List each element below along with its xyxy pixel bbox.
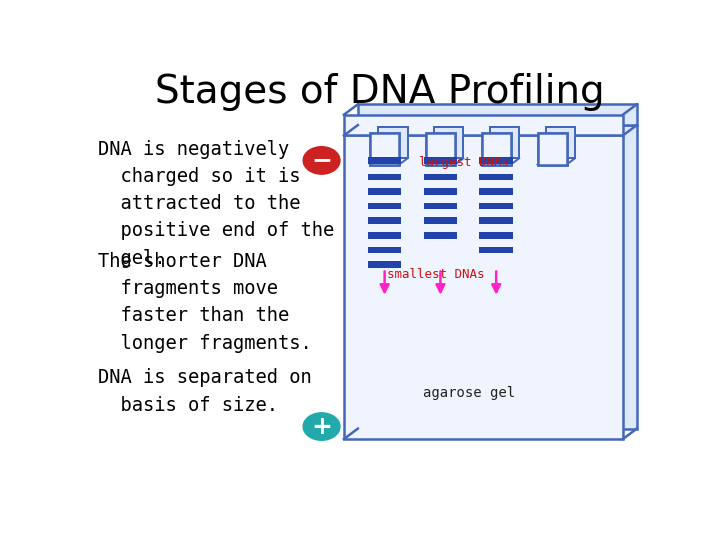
FancyBboxPatch shape <box>368 203 401 210</box>
FancyBboxPatch shape <box>358 125 637 429</box>
Bar <box>490 127 519 158</box>
FancyBboxPatch shape <box>423 188 457 195</box>
FancyBboxPatch shape <box>344 136 623 439</box>
Text: smallest DNAs: smallest DNAs <box>387 268 485 281</box>
FancyBboxPatch shape <box>368 174 401 180</box>
FancyBboxPatch shape <box>423 157 457 164</box>
FancyBboxPatch shape <box>368 261 401 268</box>
Bar <box>482 133 510 165</box>
Text: +: + <box>311 415 332 438</box>
Text: agarose gel: agarose gel <box>423 386 516 400</box>
FancyBboxPatch shape <box>368 188 401 195</box>
Bar <box>538 133 567 165</box>
Bar <box>370 133 399 165</box>
FancyBboxPatch shape <box>368 157 401 164</box>
FancyBboxPatch shape <box>368 232 401 239</box>
Circle shape <box>303 147 340 174</box>
FancyBboxPatch shape <box>423 203 457 210</box>
FancyBboxPatch shape <box>480 232 513 239</box>
Bar <box>538 133 567 165</box>
FancyBboxPatch shape <box>368 246 401 253</box>
FancyBboxPatch shape <box>480 174 513 180</box>
FancyBboxPatch shape <box>480 203 513 210</box>
FancyBboxPatch shape <box>480 188 513 195</box>
Bar <box>546 127 575 158</box>
Bar <box>379 127 408 158</box>
Text: largest DNAs: largest DNAs <box>419 156 509 169</box>
FancyBboxPatch shape <box>480 246 513 253</box>
Text: The shorter DNA
  fragments move
  faster than the
  longer fragments.: The shorter DNA fragments move faster th… <box>99 252 312 353</box>
Bar <box>426 133 455 165</box>
Bar <box>426 133 455 165</box>
Circle shape <box>303 413 340 440</box>
Bar <box>482 133 510 165</box>
Text: −: − <box>311 148 332 172</box>
Bar <box>434 127 463 158</box>
FancyBboxPatch shape <box>480 157 513 164</box>
FancyBboxPatch shape <box>423 232 457 239</box>
FancyBboxPatch shape <box>344 114 623 136</box>
FancyBboxPatch shape <box>423 218 457 224</box>
Text: DNA is negatively
  charged so it is
  attracted to the
  positive end of the
  : DNA is negatively charged so it is attra… <box>99 140 335 268</box>
FancyBboxPatch shape <box>423 174 457 180</box>
Text: DNA is separated on
  basis of size.: DNA is separated on basis of size. <box>99 368 312 415</box>
Bar <box>370 133 399 165</box>
FancyBboxPatch shape <box>358 104 637 125</box>
FancyBboxPatch shape <box>480 218 513 224</box>
FancyBboxPatch shape <box>368 218 401 224</box>
Text: Stages of DNA Profiling: Stages of DNA Profiling <box>156 73 605 111</box>
